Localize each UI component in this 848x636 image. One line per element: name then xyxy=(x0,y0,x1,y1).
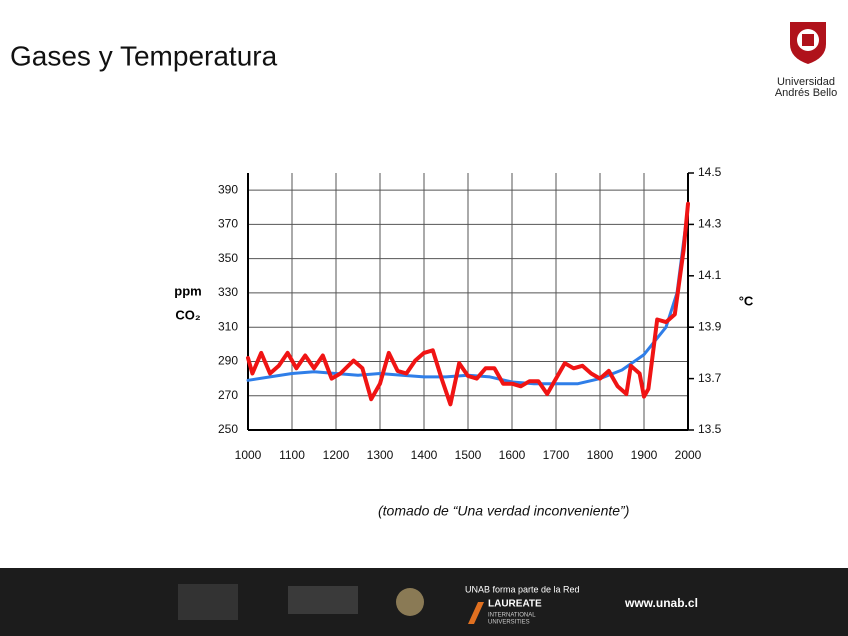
y2-tick-label: 14.3 xyxy=(698,217,722,231)
y2-tick-label: 14.1 xyxy=(698,268,722,282)
slide-title: Gases y Temperatura xyxy=(10,40,278,71)
y2-axis-label: °C xyxy=(739,293,754,308)
footer: UNAB forma parte de la Red LAUREATE INTE… xyxy=(0,568,848,636)
x-tick-label: 1600 xyxy=(499,448,526,462)
y-tick-label: 310 xyxy=(218,319,238,333)
y-tick-label: 350 xyxy=(218,251,238,265)
x-tick-label: 1100 xyxy=(279,448,305,462)
footer-text: UNIVERSITIES xyxy=(488,620,530,626)
logo: Universidad Andrés Bello xyxy=(775,22,837,99)
footer-text: LAUREATE xyxy=(488,599,542,610)
y-tick-label: 330 xyxy=(218,285,238,299)
y-tick-label: 270 xyxy=(218,388,238,402)
chart: 1000 1100 1200 1300 1400 1500 1600 1700 1800 1900… xyxy=(174,165,754,462)
y-tick-label: 250 xyxy=(218,422,238,436)
caption: (tomado de “Una verdad inconveniente”) xyxy=(378,503,629,519)
x-tick-label: 1900 xyxy=(631,448,658,462)
y2-tick-label: 14.5 xyxy=(698,165,722,179)
x-tick-label: 1400 xyxy=(411,448,438,462)
logo-emblem-inner xyxy=(802,34,814,46)
footer-logo xyxy=(288,586,358,614)
y2-tick-label: 13.7 xyxy=(698,371,722,385)
footer-text: UNAB forma parte de la Red xyxy=(465,584,580,594)
x-tick-label: 1700 xyxy=(543,448,570,462)
logo-text: Andrés Bello xyxy=(775,87,837,99)
x-tick-label: 1200 xyxy=(323,448,350,462)
x-tick-label: 2000 xyxy=(675,448,702,462)
y-axis-label: CO₂ xyxy=(175,307,201,322)
y2-tick-label: 13.5 xyxy=(698,422,722,436)
y-axis-unit: ppm xyxy=(174,283,201,298)
logo-text: Universidad xyxy=(777,76,835,88)
series-line xyxy=(246,201,690,407)
x-tick-label: 1300 xyxy=(367,448,394,462)
x-tick-label: 1000 xyxy=(235,448,262,462)
y2-tick-label: 13.9 xyxy=(698,319,722,333)
y-tick-label: 390 xyxy=(218,182,238,196)
x-tick-label: 1500 xyxy=(455,448,482,462)
laureate-mark xyxy=(468,602,484,624)
footer-url: www.unab.cl xyxy=(624,596,698,610)
footer-seal xyxy=(396,588,424,616)
y-tick-label: 290 xyxy=(218,354,238,368)
y-tick-label: 370 xyxy=(218,217,238,231)
footer-text: INTERNATIONAL xyxy=(488,613,536,619)
footer-logo xyxy=(178,584,238,620)
x-tick-label: 1800 xyxy=(587,448,614,462)
